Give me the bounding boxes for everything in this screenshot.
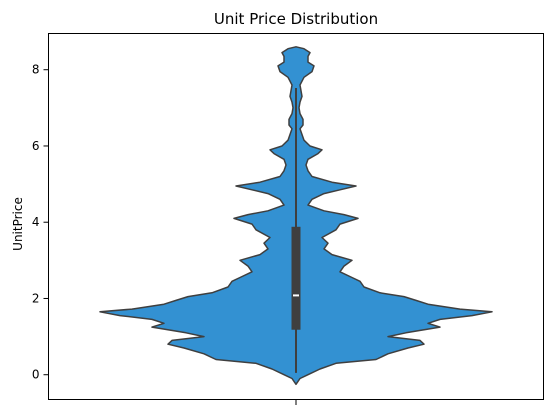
y-tick-label-8: 8	[32, 63, 40, 77]
plot-area	[99, 46, 493, 386]
y-tick-label-2: 2	[32, 291, 40, 305]
y-axis: 0 2 4 6 8	[32, 63, 49, 382]
y-tick-label-4: 4	[32, 215, 40, 229]
y-tick-label-0: 0	[32, 368, 40, 382]
plot-frame	[48, 33, 544, 400]
chart-title: Unit Price Distribution	[214, 10, 378, 28]
y-tick-label-6: 6	[32, 139, 40, 153]
y-axis-label: UnitPrice	[11, 197, 25, 251]
violin-iqr-box	[291, 226, 301, 330]
